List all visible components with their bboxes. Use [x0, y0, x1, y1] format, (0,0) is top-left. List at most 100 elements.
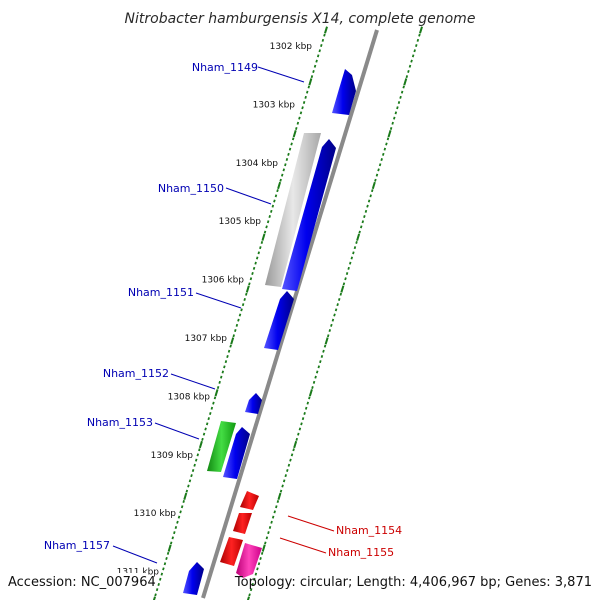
gene-arrow-nham-1155-pink[interactable] — [236, 543, 262, 578]
gene-arrow-nham-1157[interactable] — [183, 562, 204, 595]
left-track-major-tick — [277, 181, 282, 190]
right-track-major-tick — [340, 285, 345, 293]
right-track-major-tick — [261, 544, 266, 552]
left-track-minor-tick — [188, 479, 192, 483]
gene-label-nham-1154[interactable]: Nham_1154 — [336, 524, 402, 537]
right-tick-track — [246, 26, 423, 600]
left-track-minor-tick — [209, 411, 212, 415]
gene-arrow-nham-1153[interactable] — [223, 427, 250, 479]
gene-arrow-nham-1149[interactable] — [332, 69, 356, 115]
right-track-minor-tick — [416, 38, 420, 42]
left-track-minor-tick — [165, 557, 168, 561]
right-track-minor-tick — [308, 396, 311, 400]
right-track-minor-tick — [375, 173, 379, 177]
gene-arrow-nham-1154[interactable] — [233, 513, 252, 534]
left-track-minor-tick — [299, 111, 303, 115]
left-track-minor-tick — [219, 375, 223, 379]
gene-arrow-red-1[interactable] — [240, 491, 259, 510]
right-track-minor-tick — [413, 49, 416, 53]
left-track-minor-tick — [291, 137, 295, 141]
right-track-minor-tick — [347, 266, 350, 270]
right-track-minor-tick — [355, 240, 358, 244]
left-track-minor-tick — [260, 240, 264, 244]
map-title: Nitrobacter hamburgensis X14, complete g… — [125, 11, 476, 27]
kbp-label: 1309 kbp — [151, 451, 194, 461]
left-track-minor-tick — [287, 152, 290, 156]
gene-arrow-nham-1150[interactable] — [282, 139, 336, 291]
right-track-major-tick — [403, 78, 408, 86]
left-track-major-tick — [292, 129, 297, 138]
gene-label-nham-1151[interactable]: Nham_1151 — [128, 286, 194, 299]
gene-label-nham-1152[interactable]: Nham_1152 — [103, 367, 169, 380]
right-track-minor-tick — [319, 360, 322, 364]
right-track-minor-tick — [259, 557, 262, 561]
left-track-minor-tick — [266, 220, 270, 224]
kbp-label: 1304 kbp — [236, 159, 279, 169]
right-track-minor-tick — [345, 272, 349, 276]
left-track-minor-tick — [177, 515, 181, 519]
right-track-minor-tick — [257, 562, 261, 566]
right-track-minor-tick — [359, 225, 363, 229]
right-track-minor-tick — [264, 541, 267, 545]
gene-label-nham-1157[interactable]: Nham_1157 — [44, 539, 110, 552]
kbp-label: 1308 kbp — [168, 392, 211, 402]
right-track-minor-tick — [320, 354, 324, 358]
left-track-minor-tick — [302, 101, 306, 105]
left-track-minor-tick — [227, 349, 231, 353]
gene-label-nham-1153[interactable]: Nham_1153 — [87, 416, 153, 429]
right-track-minor-tick — [273, 510, 276, 514]
left-track-minor-tick — [305, 90, 309, 94]
right-track-minor-tick — [337, 297, 341, 301]
gene-arrow-nham-1150-gray[interactable] — [265, 133, 321, 287]
left-track-minor-tick — [295, 126, 298, 130]
left-track-minor-tick — [237, 318, 240, 322]
right-track-minor-tick — [314, 375, 317, 379]
left-track-minor-tick — [191, 468, 195, 472]
left-track-minor-tick — [304, 95, 307, 99]
right-track-minor-tick — [254, 572, 258, 576]
footer-right-bg — [258, 573, 595, 591]
left-track-minor-tick — [210, 406, 214, 410]
right-track-minor-tick — [339, 292, 343, 296]
right-track-minor-tick — [396, 106, 399, 110]
right-track-minor-tick — [286, 468, 289, 472]
left-track-minor-tick — [196, 453, 200, 457]
left-track-minor-tick — [268, 215, 271, 219]
right-track-minor-tick — [391, 121, 394, 125]
left-track-minor-tick — [274, 194, 278, 198]
right-track-minor-tick — [353, 246, 357, 250]
left-track-minor-tick — [223, 365, 226, 369]
left-track-major-tick — [198, 440, 203, 449]
gene-arrow-nham-1155[interactable] — [220, 537, 243, 566]
right-track-major-tick — [308, 389, 313, 397]
gene-arrow-nham-1151[interactable] — [264, 291, 294, 350]
left-track-minor-tick — [284, 163, 287, 167]
left-track-major-tick — [167, 544, 172, 552]
right-track-major-tick — [246, 596, 250, 600]
left-track-major-tick — [230, 337, 235, 345]
left-track-minor-tick — [166, 551, 170, 555]
right-track-minor-tick — [367, 199, 371, 203]
left-track-minor-tick — [212, 401, 215, 405]
left-track-minor-tick — [155, 588, 159, 592]
gene-label-nham-1149[interactable]: Nham_1149 — [192, 61, 258, 74]
right-track-minor-tick — [297, 432, 300, 436]
gene-arrow-nham-1153-green[interactable] — [207, 421, 236, 472]
gene-label-nham-1155[interactable]: Nham_1155 — [328, 546, 394, 559]
right-track-minor-tick — [383, 147, 387, 151]
left-track-major-tick — [245, 285, 250, 293]
left-track-minor-tick — [307, 85, 311, 89]
left-track-minor-tick — [282, 168, 286, 172]
left-track-minor-tick — [218, 380, 221, 384]
right-track-minor-tick — [289, 458, 292, 462]
left-track-minor-tick — [234, 329, 237, 333]
left-track-minor-tick — [257, 251, 261, 255]
gene-arrow-nham-1152[interactable] — [245, 393, 262, 414]
left-track-minor-tick — [229, 344, 232, 348]
right-track-major-tick — [293, 440, 298, 449]
gene-label-nham-1150[interactable]: Nham_1150 — [158, 182, 224, 195]
right-track-minor-tick — [352, 251, 355, 255]
kbp-label: 1311 kbp — [117, 568, 160, 578]
left-track-minor-tick — [276, 189, 279, 193]
left-track-minor-tick — [245, 292, 248, 296]
